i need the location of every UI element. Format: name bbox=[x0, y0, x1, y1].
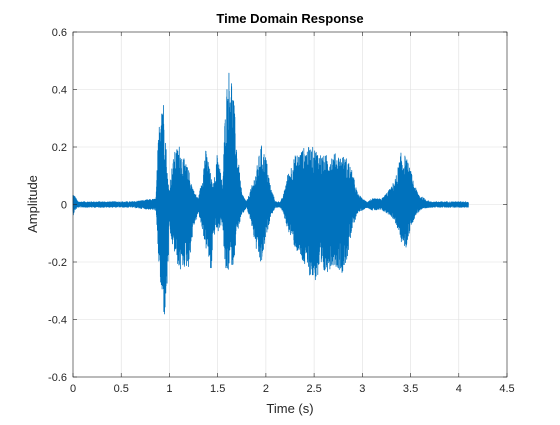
y-tick-labels: -0.6 -0.4 -0.2 0 0.2 0.4 0.6 bbox=[48, 27, 67, 384]
x-tick-label: 1.5 bbox=[210, 383, 225, 395]
x-tick-label: 0.5 bbox=[114, 383, 129, 395]
y-tick-label: -0.2 bbox=[48, 257, 67, 269]
y-tick-label: 0 bbox=[61, 200, 67, 212]
y-tick-label: -0.6 bbox=[48, 372, 67, 384]
x-tick-label: 4.5 bbox=[499, 383, 514, 395]
x-tick-label: 1 bbox=[166, 383, 172, 395]
x-tick-label: 0 bbox=[70, 383, 76, 395]
y-tick-label: 0.2 bbox=[52, 142, 67, 154]
x-tick-label: 3.5 bbox=[403, 383, 418, 395]
ticks bbox=[72, 31, 508, 378]
x-tick-label: 4 bbox=[456, 383, 462, 395]
waveform-line bbox=[72, 72, 469, 315]
y-tick-label: -0.4 bbox=[48, 315, 67, 327]
x-tick-label: 3 bbox=[359, 383, 365, 395]
x-tick-label: 2.5 bbox=[306, 383, 321, 395]
x-tick-labels: 0 0.5 1 1.5 2 2.5 3 3.5 4 4.5 bbox=[70, 383, 515, 395]
x-axis-label: Time (s) bbox=[266, 401, 313, 416]
y-axis-label: Amplitude bbox=[25, 175, 40, 233]
signal-waveform bbox=[72, 72, 469, 315]
y-tick-label: 0.6 bbox=[52, 27, 67, 39]
y-tick-label: 0.4 bbox=[52, 85, 67, 97]
x-tick-label: 2 bbox=[263, 383, 269, 395]
chart-title: Time Domain Response bbox=[216, 11, 363, 26]
